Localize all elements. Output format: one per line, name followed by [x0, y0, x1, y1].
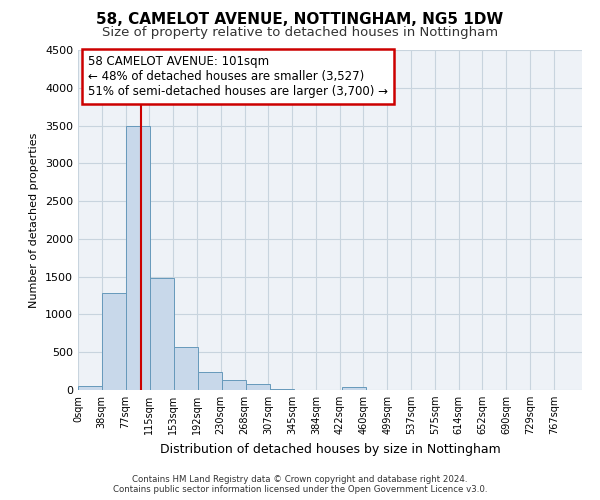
Bar [150, 278, 174, 390]
Text: 58 CAMELOT AVENUE: 101sqm
← 48% of detached houses are smaller (3,527)
51% of se: 58 CAMELOT AVENUE: 101sqm ← 48% of detac… [88, 55, 388, 98]
Bar [270, 389, 294, 390]
Bar [198, 372, 222, 390]
Bar [222, 380, 246, 390]
Bar [102, 294, 125, 390]
Text: Contains HM Land Registry data © Crown copyright and database right 2024.
Contai: Contains HM Land Registry data © Crown c… [113, 474, 487, 494]
Bar [174, 346, 197, 390]
Y-axis label: Number of detached properties: Number of detached properties [29, 132, 40, 308]
Bar [78, 386, 102, 390]
Text: Size of property relative to detached houses in Nottingham: Size of property relative to detached ho… [102, 26, 498, 39]
Text: 58, CAMELOT AVENUE, NOTTINGHAM, NG5 1DW: 58, CAMELOT AVENUE, NOTTINGHAM, NG5 1DW [97, 12, 503, 28]
X-axis label: Distribution of detached houses by size in Nottingham: Distribution of detached houses by size … [160, 442, 500, 456]
Bar [342, 387, 366, 390]
Bar [126, 126, 150, 390]
Bar [246, 384, 269, 390]
